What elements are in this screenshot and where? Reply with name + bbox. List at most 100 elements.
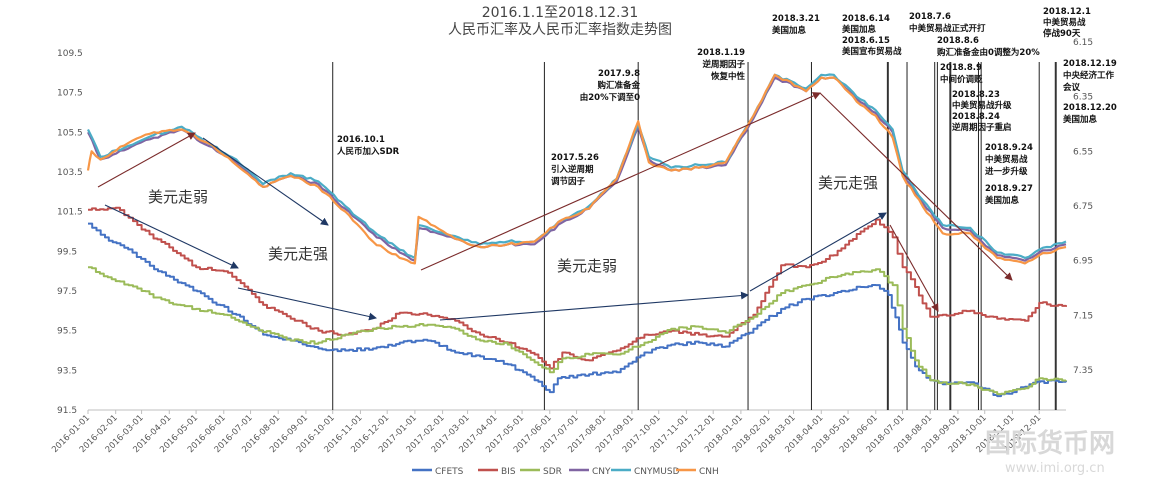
y-right-tick-label: 7.15 [1073, 311, 1093, 321]
annotation-text: 逆周期因子重启 [952, 122, 1012, 133]
series-group [86, 73, 1067, 398]
trend-arrow [202, 137, 329, 226]
series-line-cnymusd [87, 73, 1067, 259]
legend-label: CNY [592, 467, 611, 477]
annotation-text: 2018.3.21 [772, 14, 820, 24]
legend-label: SDR [543, 467, 562, 477]
annotation-text: 中美贸易战升级 [952, 100, 1012, 111]
annotation-text: 进一步升级 [985, 166, 1028, 177]
annotation-text: 2018.12.19 [1063, 59, 1117, 69]
y-left-tick-label: 103.5 [57, 168, 83, 178]
annotation-text: 2018.6.15 [842, 36, 890, 46]
annotation-text: 中美贸易战 [1043, 17, 1086, 28]
y-left-tick-label: 109.5 [57, 49, 83, 59]
annotation-text: 2018.1.19 [697, 48, 745, 58]
y-left-tick-label: 95.5 [57, 327, 77, 337]
chart-title: 2016.1.1至2018.12.31 [481, 5, 639, 21]
annotation-text: 恢复中性 [711, 71, 746, 82]
annotation-text: 2018.9.24 [985, 143, 1033, 153]
series-line-bis [88, 206, 1067, 370]
trend-arrow [104, 204, 239, 269]
trend-arrow [439, 291, 749, 321]
series-line-sdr [88, 266, 1067, 396]
annotation-text: 中间价调贬 [940, 74, 983, 85]
annotation-text: 停战90天 [1043, 28, 1081, 39]
legend-item: SDR [520, 467, 562, 477]
y-right-tick-label: 6.15 [1073, 38, 1093, 48]
annotation-text: 2018.8.24 [952, 112, 1000, 122]
annotation-text: 由20%下调至0 [580, 92, 640, 103]
annotation-text: 引入逆周期 [551, 164, 594, 175]
annotation-text: 人民币加入SDR [337, 146, 400, 157]
y-right-tick-label: 6.55 [1073, 147, 1093, 157]
trend-arrow [237, 287, 377, 321]
trend-arrow [420, 92, 821, 271]
legend-item: CNH [676, 467, 719, 477]
annotation-text: 2016.10.1 [337, 135, 385, 145]
y-left-tick-label: 105.5 [57, 128, 83, 138]
annotation-text: 2018.7.6 [909, 12, 951, 22]
annotation-text: 2017.9.8 [598, 69, 640, 79]
annotation-text: 美国加息 [842, 24, 877, 35]
annotation-text: 美国宣布贸易战 [842, 46, 902, 57]
event-lines-group [332, 62, 1057, 410]
y-left-tick-label: 91.5 [57, 406, 77, 416]
region-label: 美元走弱 [557, 257, 617, 275]
annotation-text: 购汇准备金 [596, 80, 640, 91]
legend-item: CNYMUSD [611, 467, 680, 477]
annotation-text: 2018.9.27 [985, 184, 1033, 194]
legend-label: CNYMUSD [634, 467, 680, 477]
y-right-tick-label: 6.35 [1073, 93, 1093, 103]
annotation-text: 中美贸易战正式开打 [909, 23, 986, 34]
legend-item: CFETS [412, 467, 464, 477]
series-line-cnh [86, 73, 1067, 265]
annotation-text: 中央经济工作 [1063, 70, 1115, 81]
region-label: 美元走强 [268, 245, 328, 263]
trend-arrow [819, 92, 1013, 281]
annotation-text: 逆周期因子 [702, 59, 745, 70]
legend-label: BIS [501, 467, 516, 477]
annotation-text: 2018.12.20 [1063, 103, 1117, 113]
annotation-text: 调节因子 [551, 176, 586, 187]
annotation-text: 2018.8.9 [940, 63, 982, 73]
annotation-text: 2018.8.6 [937, 36, 979, 46]
watermark-group: 国际货币网 www.imi.org.cn [985, 428, 1115, 476]
legend-label: CFETS [435, 467, 464, 477]
y-left-tick-label: 101.5 [57, 208, 83, 218]
annotation-text: 2018.6.14 [842, 14, 890, 24]
series-line-cfets [88, 222, 1067, 398]
annotation-text: 会议 [1062, 82, 1081, 93]
y-left-tick-label: 97.5 [57, 287, 77, 297]
annotation-text: 2018.12.1 [1043, 7, 1091, 17]
watermark-text: 国际货币网 [985, 428, 1115, 459]
legend-item: CNY [569, 467, 611, 477]
trend-arrow [97, 132, 196, 188]
axes-group: 109.5 107.5 105.5 103.5 101.5 99.5 97.5 95.5 93.… [50, 38, 1093, 455]
y-left-tick-label: 99.5 [57, 247, 77, 257]
annotation-text: 美国加息 [772, 25, 807, 36]
watermark-url: www.imi.org.cn [1005, 461, 1105, 476]
annotation-text: 2018.8.23 [952, 90, 1000, 100]
y-left-tick-label: 93.5 [57, 366, 77, 376]
annotation-text: 中美贸易战 [985, 154, 1028, 165]
chart-subtitle: 人民币汇率及人民币汇率指数走势图 [448, 22, 672, 38]
trend-arrow [749, 212, 887, 292]
region-label: 美元走强 [818, 174, 878, 192]
annotation-text: 购汇准备金由0调整为20% [936, 47, 1040, 58]
